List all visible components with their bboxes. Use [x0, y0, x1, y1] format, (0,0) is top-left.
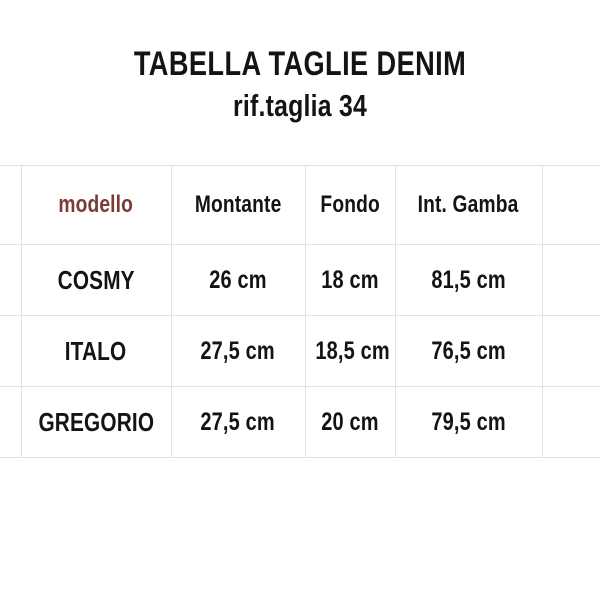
cell-value-fondo: 20 cm — [321, 408, 379, 436]
cell-modello: GREGORIO — [20, 386, 172, 458]
cell-modello: ITALO — [20, 315, 172, 387]
header-cell-fondo: Fondo — [304, 165, 396, 245]
column-header-label-gamba: Int. Gamba — [418, 191, 519, 218]
cell-spacer-left — [0, 315, 22, 387]
header-cell-spacer-right — [541, 165, 600, 245]
cell-gamba: 81,5 cm — [394, 244, 543, 316]
column-header-label-modello: modello — [58, 191, 134, 218]
cell-spacer-left — [0, 386, 22, 458]
cell-value-montante: 26 cm — [209, 266, 267, 294]
cell-value-fondo: 18 cm — [321, 266, 379, 294]
cell-value-montante: 27,5 cm — [200, 337, 276, 365]
header-cell-modello: modello — [20, 165, 172, 245]
cell-gamba: 76,5 cm — [394, 315, 543, 387]
size-table: modello Montante Fondo Int. Gamba COSMY — [0, 165, 600, 458]
cell-value-montante: 27,5 cm — [200, 408, 276, 436]
page-subtitle: rif.taglia 34 — [232, 88, 368, 123]
cell-value-gamba: 76,5 cm — [431, 337, 506, 365]
table-row: COSMY 26 cm 18 cm 81,5 cm — [0, 244, 600, 316]
table-header: modello Montante Fondo Int. Gamba — [0, 165, 600, 245]
table-header-row: modello Montante Fondo Int. Gamba — [0, 165, 600, 245]
header-cell-gamba: Int. Gamba — [394, 165, 543, 245]
table-row: ITALO 27,5 cm 18,5 cm 76,5 cm — [0, 315, 600, 387]
cell-value-modello: GREGORIO — [38, 407, 154, 437]
cell-spacer-right — [541, 315, 600, 387]
cell-fondo: 18,5 cm — [304, 315, 396, 387]
cell-montante: 27,5 cm — [170, 386, 306, 458]
cell-gamba: 79,5 cm — [394, 386, 543, 458]
cell-montante: 27,5 cm — [170, 315, 306, 387]
title-block: TABELLA TAGLIE DENIM rif.taglia 34 — [0, 44, 600, 124]
cell-montante: 26 cm — [170, 244, 306, 316]
cell-modello: COSMY — [20, 244, 172, 316]
cell-fondo: 18 cm — [304, 244, 396, 316]
column-header-label-fondo: Fondo — [320, 191, 380, 218]
table-row: GREGORIO 27,5 cm 20 cm 79,5 cm — [0, 386, 600, 458]
cell-fondo: 20 cm — [304, 386, 396, 458]
column-header-label-montante: Montante — [194, 191, 282, 218]
header-cell-spacer-left — [0, 165, 22, 245]
cell-spacer-right — [541, 386, 600, 458]
cell-spacer-left — [0, 244, 22, 316]
table-body: COSMY 26 cm 18 cm 81,5 cm ITALO — [0, 244, 600, 458]
cell-value-modello: COSMY — [57, 265, 135, 295]
cell-value-modello: ITALO — [65, 336, 127, 366]
header-cell-montante: Montante — [170, 165, 306, 245]
cell-spacer-right — [541, 244, 600, 316]
cell-value-fondo: 18,5 cm — [314, 337, 390, 365]
page-title: TABELLA TAGLIE DENIM — [133, 45, 467, 83]
cell-value-gamba: 79,5 cm — [431, 408, 506, 436]
cell-value-gamba: 81,5 cm — [431, 266, 506, 294]
